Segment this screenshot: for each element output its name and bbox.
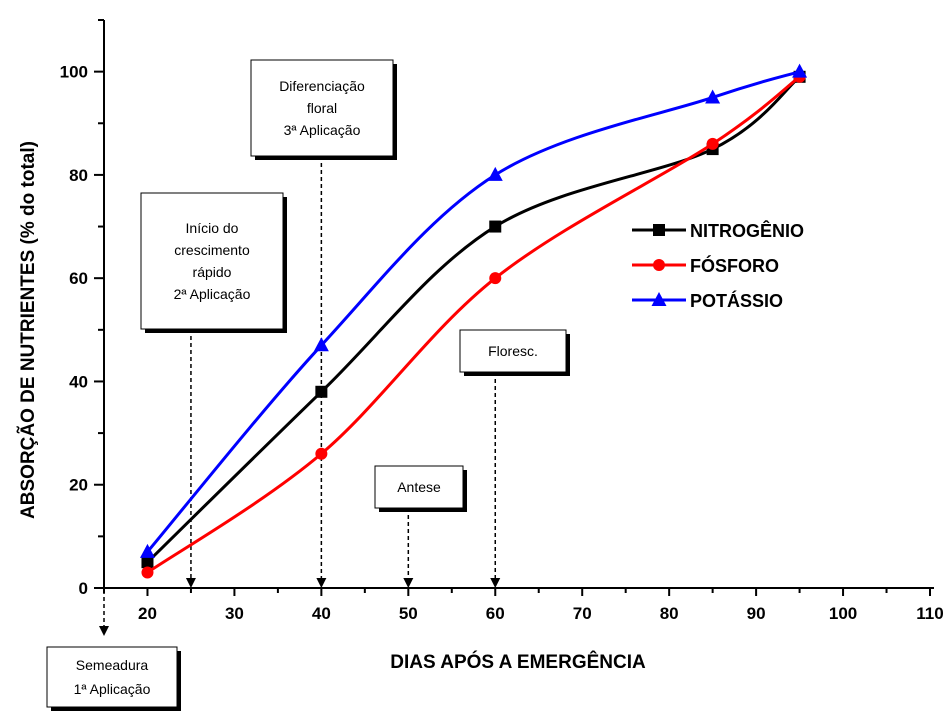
x-tick-label: 110	[916, 604, 943, 623]
x-tick-label: 100	[829, 604, 857, 623]
legend-label: POTÁSSIO	[690, 290, 783, 311]
data-point-circle	[706, 137, 719, 150]
data-point-square	[489, 220, 502, 233]
annotation-text: Início do	[186, 220, 239, 236]
data-point-triangle	[487, 166, 503, 181]
x-tick-label: 50	[399, 604, 418, 623]
annotations: Diferenciação floral 3ª Aplicação Início do…	[46, 59, 570, 711]
data-point-circle	[315, 447, 328, 460]
data-point-triangle	[313, 337, 329, 352]
series-line	[146, 75, 801, 564]
annotation: Início do crescimento rápido 2ª Aplicação	[140, 192, 287, 588]
annotation: Antese	[374, 465, 467, 588]
annotation-arrow	[185, 578, 196, 588]
legend-item: FÓSFORO	[632, 255, 779, 276]
y-axis-title: ABSORÇÃO DE NUTRIENTES (% do total)	[17, 141, 39, 519]
annotation-arrow	[316, 578, 327, 588]
x-axis-title: DIAS APÓS A EMERGÊNCIA	[390, 651, 646, 673]
annotation-text: Semeadura	[76, 657, 149, 673]
y-tick-label: 100	[60, 63, 88, 82]
annotation-text: Diferenciação	[279, 78, 365, 94]
y-tick-label: 60	[69, 269, 88, 288]
legend: NITROGÊNIO FÓSFORO POTÁSSIO	[632, 220, 804, 311]
data-point-circle	[653, 259, 665, 271]
annotation-box	[140, 192, 284, 330]
annotation-text: rápido	[193, 264, 232, 280]
data-point-square	[141, 556, 154, 569]
annotation-box	[459, 329, 567, 373]
x-tick-label: 20	[138, 604, 157, 623]
data-point-triangle	[139, 543, 155, 558]
y-tick-label: 80	[69, 166, 88, 185]
series	[139, 63, 808, 579]
y-tick-label: 20	[69, 476, 88, 495]
data-point-square	[653, 224, 665, 236]
x-tick-label: 70	[573, 604, 592, 623]
annotation-box	[250, 59, 394, 157]
annotation-arrow	[403, 578, 414, 588]
y-tick-label: 0	[79, 579, 88, 598]
legend-label: FÓSFORO	[690, 255, 779, 276]
y-tick-label: 40	[69, 372, 88, 391]
axes: 20 30 40 50 60 70 80 90 100 110 0 20 40 60 80 100	[60, 19, 944, 623]
x-tick-label: 60	[486, 604, 505, 623]
annotation-arrow	[490, 578, 501, 588]
legend-item: POTÁSSIO	[632, 290, 783, 311]
data-point-triangle	[705, 89, 721, 104]
annotation-text: crescimento	[174, 242, 250, 258]
legend-item: NITROGÊNIO	[632, 220, 804, 241]
annotation: Semeadura 1ª Aplicação	[46, 590, 181, 711]
annotation: Floresc.	[459, 329, 570, 588]
data-point-square	[315, 385, 328, 398]
annotation-box	[46, 646, 178, 708]
annotation-text: floral	[307, 100, 337, 116]
x-tick-label: 90	[747, 604, 766, 623]
annotation: Diferenciação floral 3ª Aplicação	[250, 59, 397, 588]
data-point-circle	[489, 272, 502, 285]
annotation-text: 3ª Aplicação	[284, 122, 361, 138]
series-potássio	[139, 63, 808, 558]
series-line	[146, 75, 801, 574]
annotation-text: 1ª Aplicação	[74, 681, 151, 697]
x-tick-label: 30	[225, 604, 244, 623]
annotation-text: Antese	[397, 479, 441, 495]
annotation-text: 2ª Aplicação	[174, 286, 251, 302]
annotation-box	[374, 465, 464, 509]
x-tick-label: 80	[660, 604, 679, 623]
annotation-arrow	[99, 626, 109, 636]
data-point-triangle	[651, 292, 667, 306]
data-point-circle	[141, 566, 154, 579]
x-tick-label: 40	[312, 604, 331, 623]
data-point-triangle	[792, 63, 808, 78]
legend-label: NITROGÊNIO	[690, 220, 804, 241]
annotation-text: Floresc.	[488, 343, 538, 359]
